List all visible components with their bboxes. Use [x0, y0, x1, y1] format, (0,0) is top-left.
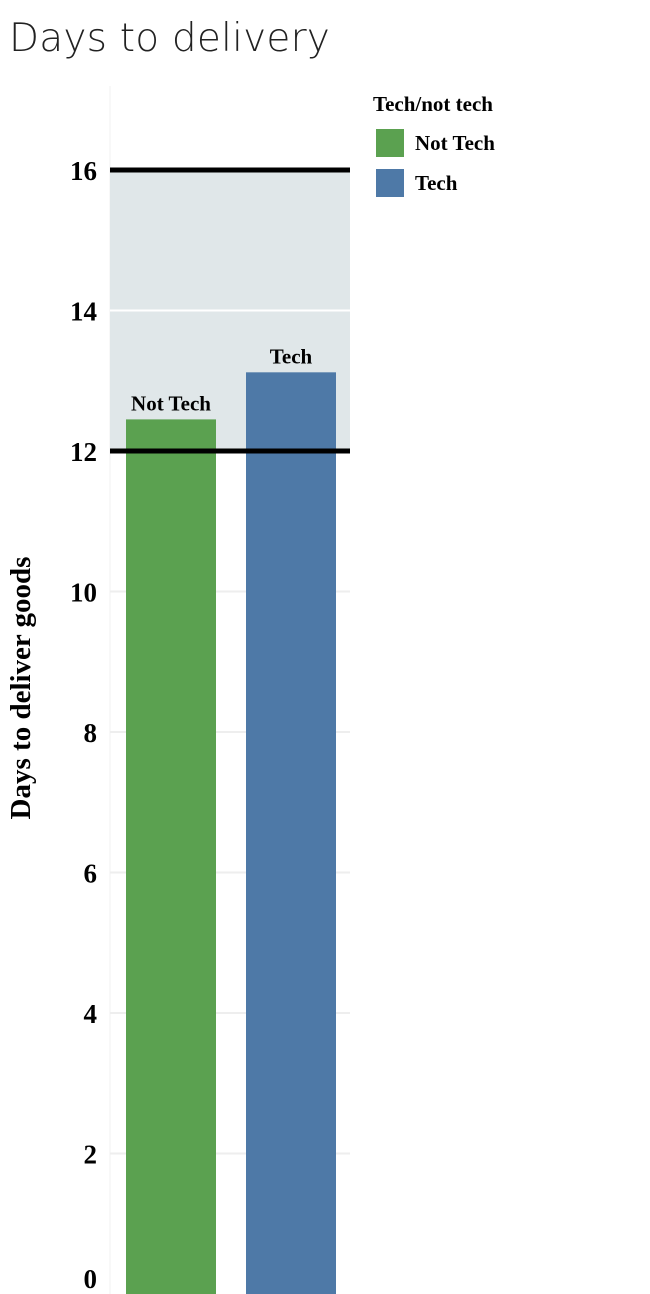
y-tick-label-0: 0: [84, 1264, 98, 1294]
y-tick-label-12: 12: [70, 437, 97, 467]
y-tick-label-8: 8: [84, 718, 98, 748]
bar-label-tech: Tech: [270, 344, 313, 368]
y-tick-label-14: 14: [70, 297, 97, 327]
legend-item-not-tech[interactable]: Not Tech: [373, 123, 495, 163]
bar-not-tech: [126, 419, 216, 1294]
y-axis-label: Days to deliver goods: [5, 557, 37, 820]
legend-swatch-tech: [376, 169, 404, 197]
bar-label-not-tech: Not Tech: [131, 391, 211, 415]
legend-label-tech: Tech: [415, 170, 458, 195]
legend-label-not-tech: Not Tech: [415, 130, 495, 155]
legend: Tech/not tech Not Tech Tech: [373, 92, 495, 203]
y-tick-label-10: 10: [70, 578, 97, 608]
y-tick-label-2: 2: [84, 1140, 98, 1170]
bar-tech: [246, 372, 336, 1294]
legend-item-tech[interactable]: Tech: [373, 163, 495, 203]
legend-swatch-not-tech: [376, 129, 404, 157]
legend-title: Tech/not tech: [373, 92, 493, 116]
chart-title: Days to delivery: [9, 16, 331, 61]
y-tick-label-4: 4: [84, 999, 98, 1029]
y-tick-label-16: 16: [70, 156, 97, 186]
y-tick-label-6: 6: [84, 859, 98, 889]
